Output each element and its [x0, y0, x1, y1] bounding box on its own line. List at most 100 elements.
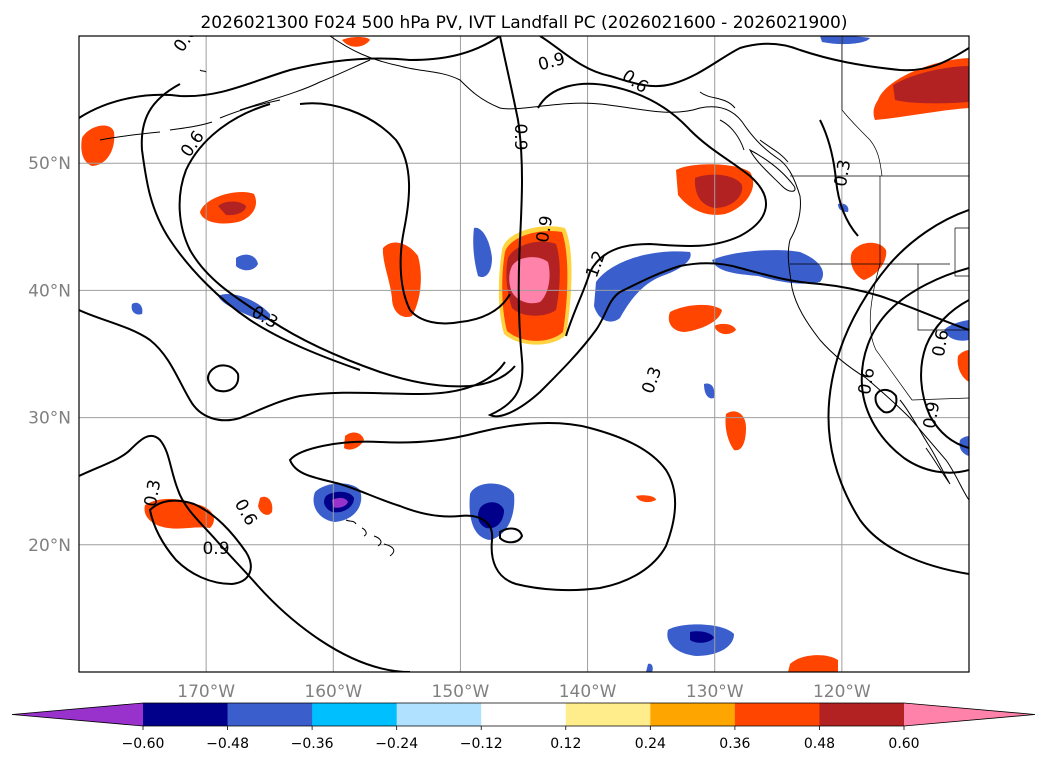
colorbar-tick-label: 0.48	[804, 736, 835, 752]
colorbar-tick-label: −0.24	[375, 736, 418, 752]
contour-line	[537, 82, 767, 337]
us-mexico-border	[911, 397, 969, 401]
vancouver-island	[748, 148, 796, 192]
colorbar-swatch	[227, 703, 313, 726]
contour-line	[860, 267, 969, 474]
contour-label: 0.9	[202, 539, 229, 559]
colorbar-swatch	[734, 703, 820, 726]
colorbar-tick-label: 0.12	[550, 736, 581, 752]
contour-label: 0.3	[141, 478, 165, 508]
anomaly-blob	[258, 496, 273, 515]
colorbar-swatch	[143, 703, 229, 726]
state-borders	[790, 176, 969, 401]
map-title: 2026021300 F024 500 hPa PV, IVT Landfall…	[200, 13, 847, 33]
latitude-labels: 50°N 40°N 30°N 20°N	[28, 154, 71, 556]
lon-label: 120°W	[813, 682, 871, 702]
contour-line	[487, 36, 969, 418]
anomaly-blob	[893, 66, 969, 104]
colorbar-tick-label: 0.24	[635, 736, 666, 752]
lat-label: 50°N	[28, 154, 71, 174]
colorbar-swatch	[481, 703, 567, 726]
contour-label: 0.6	[855, 366, 879, 396]
anomaly-blob	[131, 302, 143, 315]
colorbar-tick-label: −0.60	[122, 736, 165, 752]
contour-line	[827, 209, 969, 575]
lat-label: 20°N	[28, 536, 71, 556]
anomaly-blob	[218, 294, 271, 321]
contour-label: 0.9	[510, 123, 530, 150]
anomaly-blob	[694, 174, 743, 208]
colorbar-swatch	[819, 703, 905, 726]
map-frame	[78, 35, 970, 673]
colorbar-swatch	[565, 703, 651, 726]
contour-line	[874, 388, 898, 414]
anomaly-blob	[509, 257, 550, 304]
anomaly-blob	[218, 201, 246, 216]
anomaly-blob	[236, 254, 258, 271]
lon-label: 150°W	[432, 682, 490, 702]
contour-line	[140, 83, 361, 371]
contour-line	[148, 499, 252, 586]
anomaly-blob	[714, 323, 736, 335]
contour-line	[819, 119, 859, 237]
longitude-labels: 170°W 160°W 150°W 140°W 130°W 120°W	[177, 682, 871, 702]
contour-line	[79, 434, 411, 672]
contour-label: 0.9	[533, 214, 557, 244]
contour-label: 0.3	[831, 158, 855, 188]
anomaly-blob	[704, 383, 715, 399]
anomaly-blob	[850, 242, 887, 280]
anomaly-blob	[342, 37, 370, 47]
aleutian-islands	[99, 69, 281, 141]
contour-line	[299, 102, 511, 325]
lat-label: 30°N	[28, 409, 71, 429]
colorbar-tick-label: 0.36	[719, 736, 750, 752]
lon-label: 130°W	[686, 682, 744, 702]
anomaly-blob	[725, 411, 746, 451]
colorbar-swatch	[650, 703, 736, 726]
contour-line	[920, 299, 969, 449]
coastline-detail	[699, 91, 789, 163]
lat-label: 40°N	[28, 281, 71, 301]
colorbar-tick-label: −0.36	[291, 736, 334, 752]
colorbar-swatch	[396, 703, 482, 726]
colorbar: −0.60 −0.48 −0.36 −0.24 −0.12 0.12 0.24 0.36 0.4…	[11, 702, 1036, 752]
political-borders	[790, 36, 969, 401]
anomaly-blob	[957, 350, 969, 382]
contour-line	[178, 103, 516, 388]
contour-line	[499, 527, 524, 544]
alaska-canada-border	[841, 36, 883, 177]
lon-label: 160°W	[304, 682, 362, 702]
contour-line	[79, 309, 506, 422]
hawaiian-islands	[345, 519, 395, 557]
contour-line	[288, 422, 676, 592]
baja-california	[899, 399, 951, 485]
anomaly-blob	[690, 631, 714, 643]
colorbar-tick-label: −0.48	[206, 736, 249, 752]
contour-label: 0.9	[920, 400, 944, 430]
colorbar-extend-high	[904, 703, 1035, 726]
anomaly-blob	[636, 495, 656, 503]
contour-label: 0.6	[929, 328, 953, 358]
anomaly-blob	[820, 36, 870, 45]
colorbar-extend-low	[12, 703, 143, 726]
contour-lines	[79, 36, 969, 672]
anomaly-blob	[712, 250, 824, 284]
alaska-peninsula	[239, 59, 371, 111]
contour-line	[79, 36, 501, 119]
map-background	[79, 36, 969, 672]
lon-label: 170°W	[177, 682, 235, 702]
colorbar-tick-label: −0.12	[460, 736, 503, 752]
anomaly-blob	[646, 663, 653, 672]
anomaly-blob	[332, 497, 348, 508]
anomaly-blob	[473, 227, 492, 278]
contour-line	[207, 364, 240, 393]
colorbar-tick-label: 0.60	[888, 736, 919, 752]
anomaly-blob	[668, 304, 722, 332]
colorbar-swatch	[312, 703, 398, 726]
contour-line	[539, 36, 969, 88]
anomaly-blob	[594, 251, 691, 322]
anomaly-blob	[788, 655, 838, 672]
lon-label: 140°W	[559, 682, 617, 702]
anomaly-blob	[81, 125, 115, 166]
